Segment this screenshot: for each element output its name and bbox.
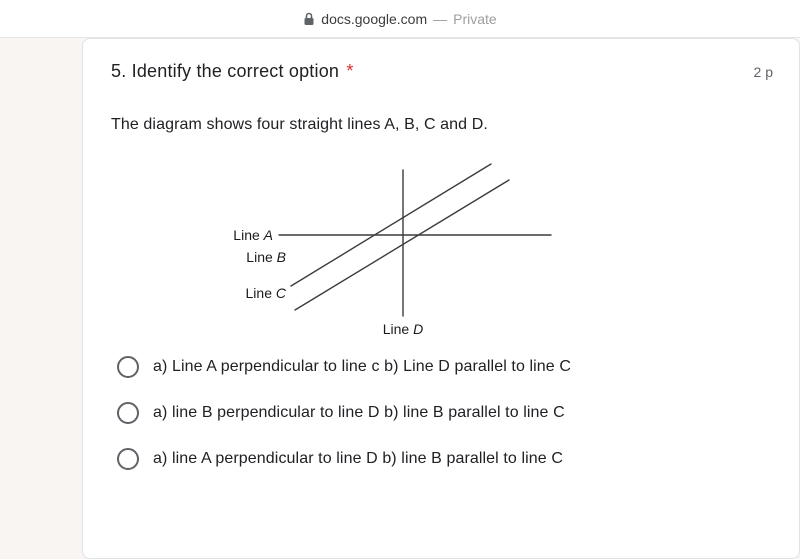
required-marker: * [346, 61, 353, 81]
lines-diagram: Line A Line B Line C Line D [201, 140, 591, 340]
option-label: a) Line A perpendicular to line c b) Lin… [153, 358, 571, 376]
question-header: 5. Identify the correct option * 2 p [111, 61, 773, 82]
svg-text:Line A: Line A [233, 227, 273, 243]
question-card: 5. Identify the correct option * 2 p The… [82, 38, 800, 559]
question-title-text: 5. Identify the correct option [111, 61, 339, 81]
option-a[interactable]: a) Line A perpendicular to line c b) Lin… [117, 356, 773, 378]
address-domain: docs.google.com [321, 11, 427, 27]
lock-icon [303, 12, 315, 26]
options-list: a) Line A perpendicular to line c b) Lin… [111, 356, 773, 470]
address-mode: Private [453, 11, 497, 27]
svg-text:Line D: Line D [383, 321, 423, 337]
address-separator: — [433, 11, 447, 27]
browser-address-bar: docs.google.com — Private [0, 0, 800, 38]
option-c[interactable]: a) line A perpendicular to line D b) lin… [117, 448, 773, 470]
radio-icon[interactable] [117, 356, 139, 378]
question-title: 5. Identify the correct option * [111, 61, 354, 82]
svg-text:Line C: Line C [246, 285, 287, 301]
radio-icon[interactable] [117, 448, 139, 470]
option-b[interactable]: a) line B perpendicular to line D b) lin… [117, 402, 773, 424]
diagram-caption: The diagram shows four straight lines A,… [111, 116, 773, 134]
option-label: a) line A perpendicular to line D b) lin… [153, 450, 563, 468]
diagram-container: Line A Line B Line C Line D [111, 140, 773, 340]
option-label: a) line B perpendicular to line D b) lin… [153, 404, 565, 422]
radio-icon[interactable] [117, 402, 139, 424]
question-points: 2 p [754, 64, 773, 80]
svg-text:Line B: Line B [246, 249, 286, 265]
